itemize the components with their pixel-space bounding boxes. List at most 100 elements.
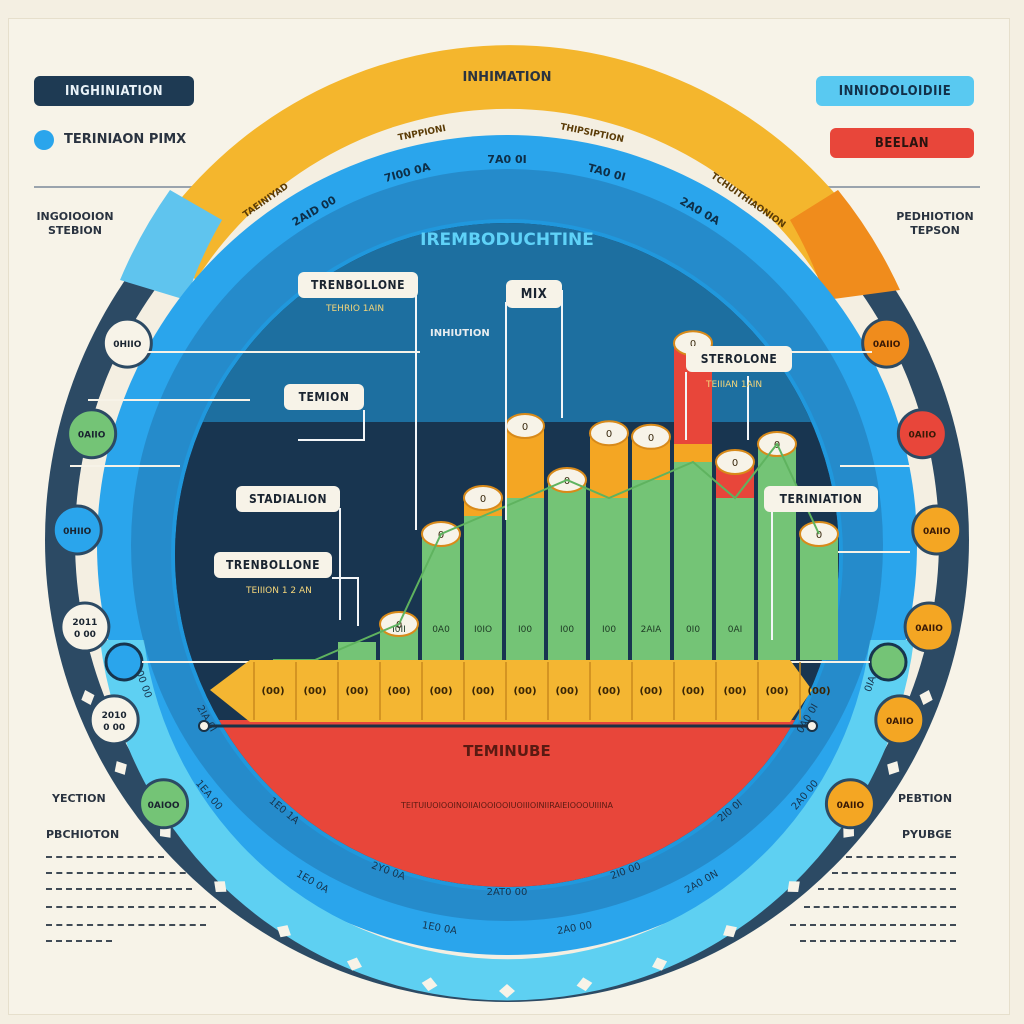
bottom-left-text-line [46,888,192,890]
bar-segment [632,480,670,660]
category-label: (00) [681,686,704,697]
callout-stebolone-sub: TEIIIAN 1AIN [706,380,763,390]
bar-top-label: 0 [648,433,654,444]
bar-segment [674,444,712,462]
bar-segment [548,480,586,660]
left-ring-dot [51,504,103,556]
ring-arrow-icon [346,957,362,971]
ring-arrow-icon [81,690,95,706]
bar-segment [674,462,712,660]
right-cap-arc [790,190,900,300]
bar-value-label: 0A0 [432,625,450,635]
left-ring-dot-label: 2010 [102,711,127,721]
left-ring-dot [66,408,118,460]
left-ring-dot-label: 0HIIO [113,340,141,350]
arc-top-label: INHIMATION [462,70,551,85]
ring-arrow-icon [887,761,900,775]
category-label: (00) [471,686,494,697]
top-right-rule [820,186,980,188]
bottom-right-text-line [800,940,956,942]
bottom-left-text-line [46,872,196,874]
right-ring-dot-label: 0AIIO [915,624,943,634]
right-ring-dot [874,694,926,746]
category-label: (00) [639,686,662,697]
bar-top-label: 0 [522,422,528,433]
bar-segment [758,444,796,660]
callout-stebolone: STEROLONE [686,346,792,372]
bar-segment [590,498,628,660]
bar-top-marker [589,420,629,447]
bottom-left-subtitle: PBCHIOTON [46,828,120,841]
ring-arrow-icon [787,881,800,893]
ring-arrow-icon [499,984,515,998]
red-base-band [175,720,839,887]
category-label: (00) [723,686,746,697]
top-left-label: INGHINIATION [34,76,194,106]
left-ring-dot-label: 0AIOO [148,801,180,811]
bar-top-label: 0 [396,620,402,631]
ring-dots: 0HIIO 0AIIO 0HIIO 2011 0 0 0 2010 0 0 0 0AIOO 0AII… [51,317,963,830]
bar-top-label: 0 [690,339,696,350]
left-ring-dot-label: 2011 [72,618,97,628]
category-label: (00) [429,686,452,697]
bar-value-label: I0IO [474,625,492,635]
bottom-left-text-line [46,856,164,858]
category-label: (00) [807,686,830,697]
chart-base: (00) (00) (00) (00) (00) (00) (00) (00) (00) (00)… [210,660,831,722]
bottom-right-text-line [846,856,956,858]
right-ring-dot-label: 0AIIO [873,340,901,350]
callout-stadialion: STADIALION [236,486,340,512]
ring-arrow-icon [652,957,668,971]
category-label: (00) [261,686,284,697]
bar-value-label: 0I0 [686,625,700,635]
left-ring-dot [59,601,111,653]
right-ring-dot-label: 0AIIO [837,801,865,811]
legend-dot-icon [34,130,54,150]
bottom-left-title: YECTION [52,792,106,805]
callout-temion: TEMION [284,384,364,410]
category-label: (00) [303,686,326,697]
category-label: (00) [597,686,620,697]
bottom-arc-tick-label: 2AT0 00 [487,887,528,898]
callout-trenbollone-bottom-sub: TEIIION 1 2 AN [246,586,312,596]
left-ring-dot [101,317,153,369]
chart-bars: 0I0II00A00I0IO0I000I000I0002AIA00I000AI0… [273,330,839,661]
bar-value-label: I00 [518,625,532,635]
left-ring-dot-label: 0HIIO [63,527,91,537]
bar-top-label: 0 [816,530,822,541]
bar-segment [506,498,544,660]
left-ring-dot [88,694,140,746]
bar-top-marker [631,423,671,450]
category-band [210,660,812,722]
ring-arrow-icon [214,881,227,893]
bottom-right-text-line [818,888,956,890]
right-ring-dot [896,408,948,460]
bar-top-label: 0 [732,458,738,469]
top-left-legend: TERINIAON PIMX [64,132,187,147]
left-ring-dot-label: 0AIIO [78,431,106,441]
right-ring-dot-label: 0AIIO [909,431,937,441]
callout-trenbollone-top-sub: TEHRIO 1AIN [326,304,385,314]
bar-top-label: 0 [480,494,486,505]
callout-termination: TERINIATION [764,486,878,512]
ring-arrow-icon [277,925,291,938]
bar-segment [716,498,754,660]
right-end-node [868,642,908,682]
right-ring-dot [903,601,955,653]
right-side-label: PEDHIOTION TEPSON [896,210,974,237]
right-ring-dot [861,317,913,369]
ring-arrow-icon [723,925,737,938]
bottom-right-text-line [790,924,956,926]
red-subtitle: TEITUIUOIOOINOIIAIOOIOOIUOIIIOINIIRAIEIO… [400,801,613,810]
gold-top-arc [150,45,870,280]
ring-arrow-icon [919,690,933,706]
category-label: (00) [765,686,788,697]
callout-leader-line [332,577,359,626]
right-ring-dot [911,504,963,556]
bottom-right-text-line [804,906,956,908]
bar-value-label: I00 [602,625,616,635]
category-label: (00) [345,686,368,697]
left-ring-dot [138,778,190,830]
